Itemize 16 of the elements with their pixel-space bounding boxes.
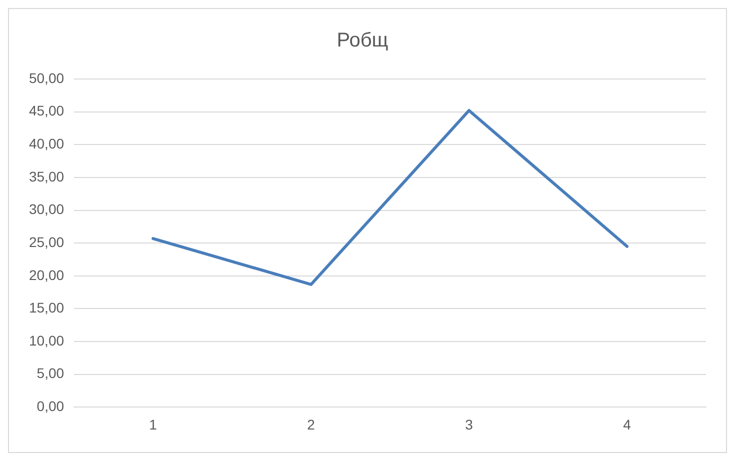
y-tick-label: 50,00 — [28, 70, 64, 86]
y-tick-label: 40,00 — [28, 136, 64, 152]
y-tick-label: 15,00 — [28, 300, 64, 316]
x-tick-label: 1 — [149, 416, 158, 432]
x-tick-label: 3 — [465, 416, 474, 432]
x-tick-label: 4 — [623, 416, 632, 432]
y-tick-label: 10,00 — [28, 332, 64, 348]
y-tick-label: 5,00 — [36, 365, 64, 382]
chart-title: Робщ — [336, 30, 388, 52]
y-tick-label: 35,00 — [28, 168, 64, 184]
y-tick-label: 45,00 — [28, 102, 64, 119]
x-tick-label: 2 — [307, 416, 316, 432]
y-tick-label: 0,00 — [36, 398, 64, 414]
y-tick-label: 25,00 — [28, 234, 64, 250]
y-tick-label: 30,00 — [28, 201, 64, 218]
y-tick-label: 20,00 — [28, 266, 64, 283]
